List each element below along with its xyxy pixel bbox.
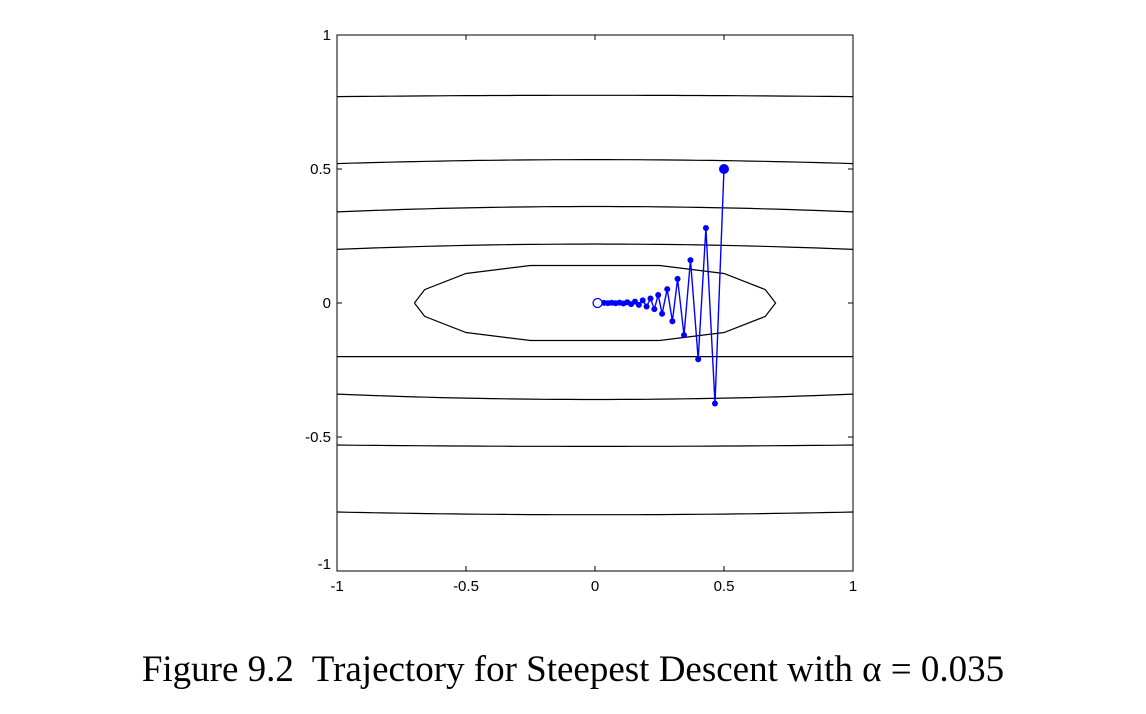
trajectory-point [664,286,671,293]
x-tick-label: 1 [849,578,857,595]
contour-line [336,205,854,213]
contour-line [336,393,854,401]
x-tick-label: -1 [330,578,343,595]
y-tick-label: -1 [318,556,331,573]
x-tick-label: -0.5 [453,578,479,595]
contour-line [336,243,854,250]
y-tick-label: 1 [323,27,331,44]
contour-line [336,444,854,447]
trajectory-point [647,295,654,302]
trajectory [592,164,729,407]
axis-ticks: -1 -0.5 0 0.5 1 -1 -0.5 0 0.5 1 [305,27,857,595]
trajectory-point [669,318,676,325]
figure-caption: Figure 9.2 Trajectory for Steepest Desce… [0,648,1146,691]
trajectory-point [711,400,718,407]
trajectory-point [702,224,709,231]
x-tick-label: 0.5 [714,578,735,595]
caption-alpha-symbol: α [862,649,882,690]
trajectory-point [655,291,662,298]
trajectory-point [643,303,650,310]
caption-value: = 0.035 [881,649,1005,690]
y-tick-label: 0 [323,295,331,312]
y-tick-label: -0.5 [305,429,331,446]
contour-lines [336,94,854,516]
trajectory-line [597,168,725,404]
contour-line [336,511,854,516]
trajectory-point [687,257,694,264]
y-tick-label: 0.5 [310,161,331,178]
contour-line [336,94,854,98]
caption-text: Figure 9.2 Trajectory for Steepest Desce… [141,649,863,690]
contour-line [336,159,854,165]
trajectory-end-point [592,297,603,309]
trajectory-point [695,356,702,363]
trajectory-point [659,310,666,317]
trajectory-point [651,306,658,313]
trajectory-start-point [719,164,729,174]
trajectory-point [639,297,646,304]
contour-inner-ellipse [413,264,777,342]
trajectory-point [681,332,688,339]
x-tick-label: 0 [591,578,599,595]
trajectory-point [674,275,681,282]
